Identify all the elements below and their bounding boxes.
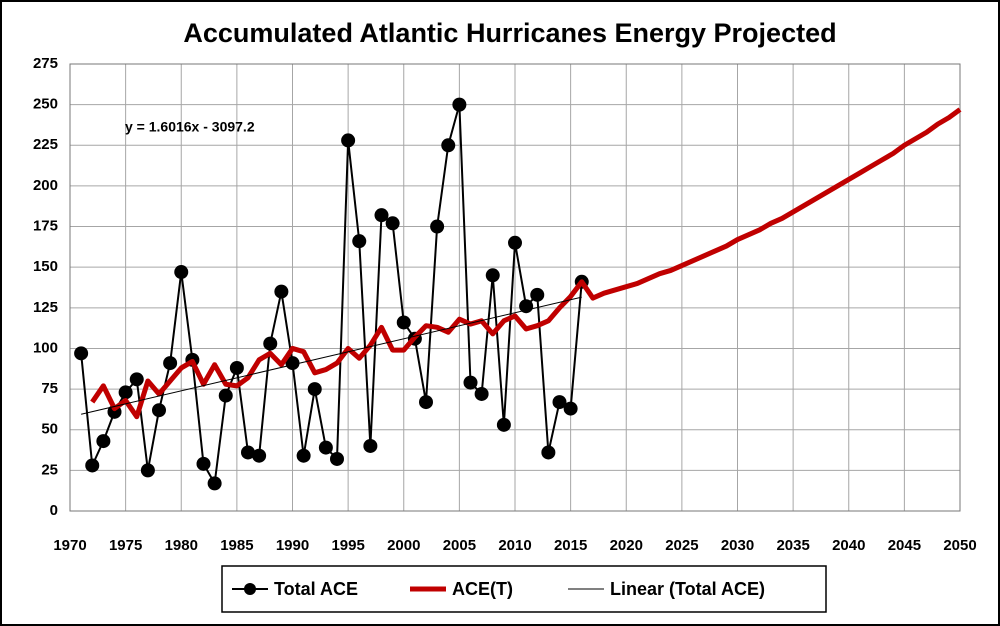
y-tick-label: 250	[33, 96, 58, 113]
x-tick-label: 2040	[832, 537, 865, 554]
data-point	[274, 284, 289, 299]
data-point	[541, 445, 556, 460]
x-tick-label: 2025	[665, 537, 698, 554]
data-point	[563, 401, 578, 416]
y-tick-label: 0	[50, 502, 58, 519]
legend-label: Linear (Total ACE)	[610, 579, 765, 599]
x-tick-label: 2050	[943, 537, 976, 554]
data-point	[307, 382, 322, 397]
y-tick-label: 175	[33, 218, 58, 235]
data-point	[318, 440, 333, 455]
data-point	[252, 448, 267, 463]
y-tick-label: 125	[33, 299, 58, 316]
data-point	[174, 265, 189, 280]
data-point	[196, 456, 211, 471]
data-point	[330, 451, 344, 466]
data-point	[140, 463, 155, 478]
trend-equation: y = 1.6016x - 3097.2	[125, 119, 255, 135]
data-point	[496, 417, 511, 432]
data-point	[485, 268, 500, 283]
data-point	[129, 372, 144, 387]
data-point	[363, 438, 378, 453]
marks	[74, 97, 962, 491]
y-tick-label: 100	[33, 339, 58, 356]
data-point	[85, 458, 100, 473]
data-point	[474, 386, 489, 401]
data-point	[530, 287, 545, 302]
data-point	[229, 360, 244, 375]
x-tick-label: 2045	[888, 537, 921, 554]
data-point	[396, 315, 411, 330]
data-point	[296, 448, 311, 463]
data-point	[341, 133, 356, 148]
y-tick-label: 275	[33, 55, 58, 72]
data-point	[463, 375, 478, 390]
data-point	[452, 97, 467, 112]
x-tick-label: 1970	[53, 537, 86, 554]
data-point	[152, 403, 166, 418]
data-point	[96, 434, 111, 449]
x-tick-label: 2000	[387, 537, 420, 554]
data-point	[374, 208, 389, 223]
data-point	[441, 138, 456, 153]
legend-label: ACE(T)	[452, 579, 513, 599]
data-point	[207, 476, 222, 491]
x-tick-label: 2035	[776, 537, 809, 554]
data-point	[241, 445, 255, 460]
data-point	[263, 336, 278, 351]
y-tick-label: 25	[41, 461, 58, 478]
data-point	[118, 385, 133, 400]
data-point	[419, 395, 433, 410]
data-point	[285, 356, 300, 371]
series-line	[90, 107, 962, 420]
x-tick-label: 1995	[331, 537, 364, 554]
y-tick-label: 150	[33, 258, 58, 275]
data-point	[352, 234, 367, 249]
chart-title: Accumulated Atlantic Hurricanes Energy P…	[183, 18, 836, 48]
legend-marker	[244, 583, 256, 595]
plot-border	[69, 63, 961, 512]
data-point	[385, 216, 400, 231]
legend-box	[221, 565, 827, 613]
x-tick-label: 2020	[610, 537, 643, 554]
x-tick-label: 2030	[721, 537, 754, 554]
y-tick-label: 50	[41, 421, 58, 438]
x-tick-label: 1985	[220, 537, 253, 554]
data-point	[552, 395, 567, 410]
y-tick-label: 225	[33, 136, 58, 153]
x-tick-label: 2005	[443, 537, 476, 554]
x-tick-label: 2010	[498, 537, 531, 554]
data-point	[430, 219, 445, 234]
x-tick-label: 1980	[165, 537, 198, 554]
y-tick-label: 200	[33, 177, 58, 194]
legend: Total ACE ACE(T) Linear (Total ACE)	[232, 579, 765, 599]
series-line	[81, 296, 582, 415]
data-point	[218, 388, 233, 403]
x-tick-label: 1990	[276, 537, 309, 554]
data-point	[163, 356, 178, 371]
legend-label: Total ACE	[274, 579, 358, 599]
data-point	[508, 235, 522, 250]
x-tick-label: 2015	[554, 537, 587, 554]
data-point	[74, 346, 89, 361]
x-tick-label: 1975	[109, 537, 142, 554]
y-tick-label: 75	[41, 380, 58, 397]
